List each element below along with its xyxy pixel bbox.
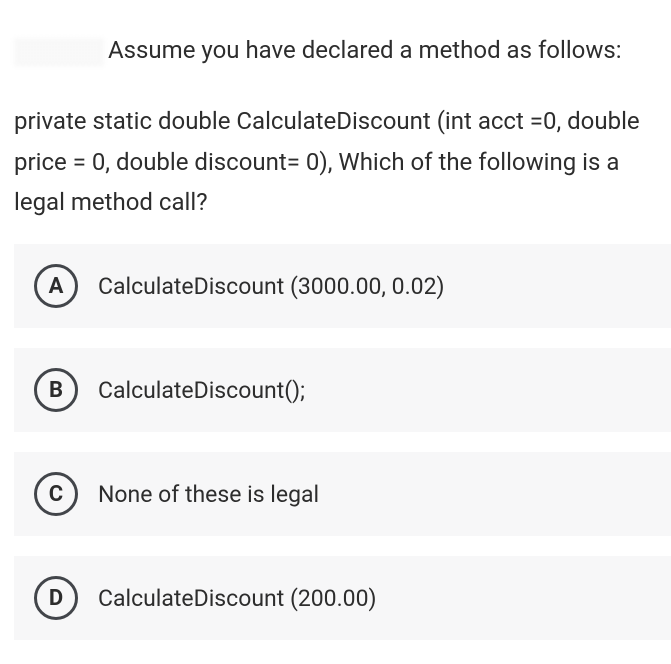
question-intro-1: Assume you have declared a method as fol…: [14, 30, 657, 71]
question-text-2: private static double CalculateDiscount …: [14, 101, 657, 223]
options-list: A CalculateDiscount (3000.00, 0.02) B Ca…: [0, 243, 671, 641]
option-letter-a: A: [34, 264, 78, 308]
question-text-1: Assume you have declared a method as fol…: [108, 36, 622, 64]
redacted-mark: [14, 38, 104, 66]
option-text-b: CalculateDiscount();: [98, 377, 305, 404]
option-a[interactable]: A CalculateDiscount (3000.00, 0.02): [14, 243, 671, 329]
option-text-d: CalculateDiscount (200.00): [98, 585, 377, 612]
option-letter-b: B: [34, 368, 78, 412]
option-text-c: None of these is legal: [98, 481, 319, 508]
question-block: Assume you have declared a method as fol…: [0, 0, 671, 243]
option-letter-d: D: [34, 576, 78, 620]
option-d[interactable]: D CalculateDiscount (200.00): [14, 555, 671, 641]
option-b[interactable]: B CalculateDiscount();: [14, 347, 671, 433]
option-c[interactable]: C None of these is legal: [14, 451, 671, 537]
option-text-a: CalculateDiscount (3000.00, 0.02): [98, 273, 445, 300]
option-letter-c: C: [34, 472, 78, 516]
